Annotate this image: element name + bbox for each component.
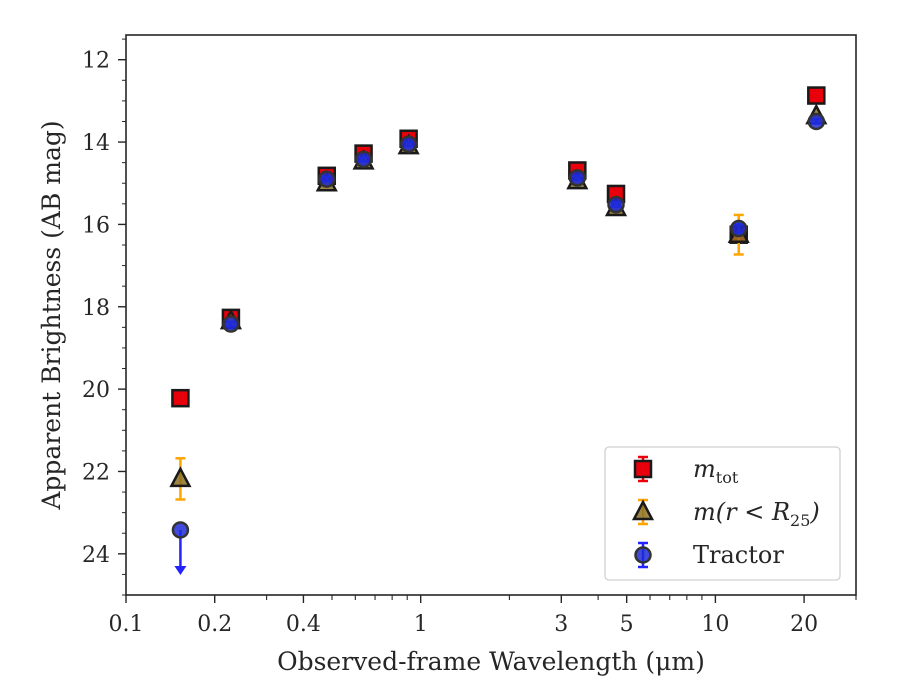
legend-marker-tractor	[634, 546, 652, 564]
legend-marker-mr25	[631, 499, 655, 521]
chart-legend: mtot m(r < R25) Tractor	[604, 446, 841, 581]
x-tick-label: 3	[554, 612, 568, 637]
series-mtot	[171, 86, 826, 408]
x-tick-label: 10	[701, 612, 729, 637]
x-tick-label: 5	[620, 612, 634, 637]
legend-label-mtot: mtot	[693, 455, 739, 487]
data-point-tractor	[354, 150, 373, 169]
y-axis-title: Apparent Brightness (AB mag)	[37, 120, 66, 510]
legend-label-tractor: Tractor	[693, 541, 784, 569]
y-tick-label: 20	[82, 378, 110, 403]
series-mr25	[169, 103, 828, 501]
data-point-tractor	[318, 170, 336, 188]
y-tick-label: 18	[82, 296, 110, 321]
data-point-tractor	[607, 195, 625, 214]
upper-limit-arrow-head	[174, 566, 187, 575]
chart-axes: 0.1 0.2 0.4 1 3 5 10 20 12 14 16 18 20 22 24 Observed-f…	[37, 34, 857, 676]
legend-item-tractor: Tractor	[634, 541, 784, 569]
x-axis-title: Observed-frame Wavelength (μm)	[277, 647, 705, 676]
legend-label-subscript: 25	[790, 511, 810, 530]
x-tick-label: 1	[414, 612, 428, 637]
legend-item-mtot: mtot	[633, 455, 739, 487]
series-tractor	[171, 112, 826, 575]
x-tick-label: 20	[790, 612, 818, 637]
legend-label-main: m	[693, 455, 716, 483]
legend-label-tail: )	[809, 498, 819, 526]
y-tick-label: 12	[82, 49, 110, 74]
chart-marks	[169, 86, 828, 575]
x-tick-label: 0.4	[286, 612, 321, 637]
y-tick-label: 16	[82, 213, 110, 238]
data-point-tractor	[171, 521, 190, 539]
legend-label-mr25: m(r < R25)	[693, 498, 820, 530]
legend-box	[604, 446, 841, 581]
x-tick-label: 0.1	[109, 612, 144, 637]
y-tick-label: 24	[82, 543, 110, 568]
x-tick-label: 0.2	[197, 612, 232, 637]
y-tick-label: 22	[82, 460, 110, 485]
legend-label-subscript: tot	[716, 468, 739, 487]
data-point-tractor	[399, 135, 418, 153]
data-point-mtot	[171, 388, 190, 408]
data-point-tractor	[222, 315, 240, 333]
legend-item-mr25: m(r < R25)	[631, 498, 820, 530]
data-point-tractor	[729, 219, 748, 238]
data-point-mtot	[807, 86, 826, 105]
legend-label-main: Tractor	[693, 541, 784, 569]
legend-label-main: m(r < R	[693, 498, 790, 526]
y-tick-label: 14	[82, 131, 110, 156]
data-point-tractor	[568, 169, 587, 187]
data-point-mr25	[169, 466, 192, 488]
plot-frame	[125, 34, 857, 596]
legend-marker-mtot	[633, 459, 653, 479]
data-point-tractor	[807, 112, 826, 131]
